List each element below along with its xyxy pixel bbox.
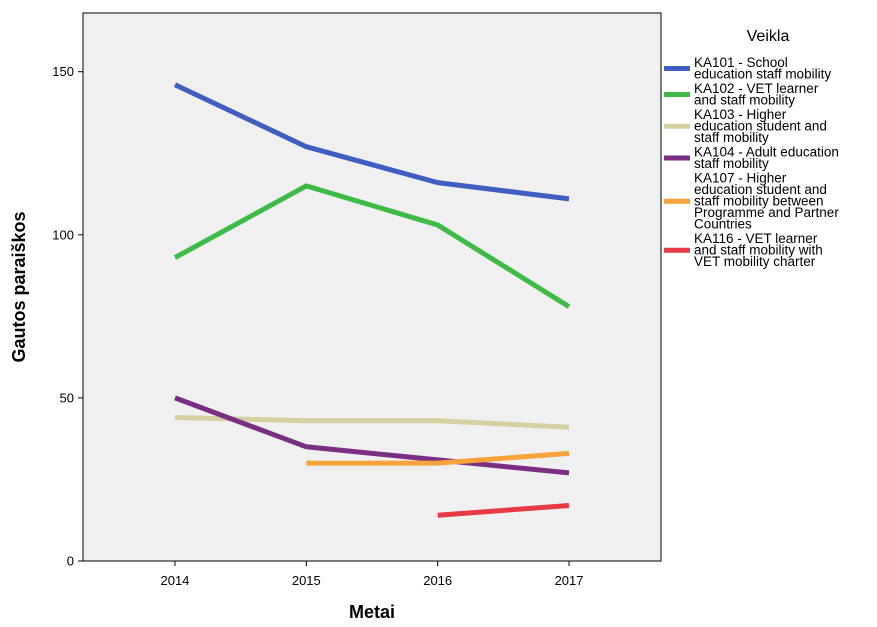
- y-axis-title: Gautos paraiškos: [9, 211, 29, 362]
- legend-label-4-line-2: staff mobility: [694, 156, 769, 171]
- y-tick-label: 150: [52, 64, 74, 79]
- legend-label-6-line-3: VET mobility charter: [694, 254, 816, 269]
- legend-label-5-line-1: KA107 - Higher: [694, 171, 787, 186]
- x-axis: 2014 2015 2016 2017: [160, 561, 584, 588]
- legend-label-5-line-4: Programme and Partner: [694, 205, 839, 220]
- legend-label-3-line-3: staff mobility: [694, 130, 769, 145]
- x-tick-label: 2015: [292, 573, 321, 588]
- legend-label-3-line-1: KA103 - Higher: [694, 107, 787, 122]
- legend-label-5-line-5: Countries: [694, 217, 752, 232]
- legend-label-5-line-3: staff mobility between: [694, 194, 824, 209]
- x-tick-label: 2017: [555, 573, 584, 588]
- y-axis: 0 50 100 150: [52, 64, 83, 569]
- series-lines: [173, 82, 571, 518]
- y-tick-label: 0: [67, 554, 74, 569]
- legend-label-1-line-1: KA101 - School: [694, 55, 788, 70]
- series-line-4: [174, 395, 570, 476]
- x-tick-label: 2014: [160, 573, 189, 588]
- x-tick-label: 2016: [423, 573, 452, 588]
- legend-label-6-line-1: KA116 - VET learner: [694, 231, 818, 246]
- legend-label-2-line-2: and staff mobility: [694, 93, 795, 108]
- series-line-5: [306, 450, 570, 466]
- legend-title: Veikla: [747, 28, 790, 45]
- legend-label-6-line-2: and staff mobility with: [694, 243, 823, 258]
- series-line-1: [173, 82, 570, 202]
- series-line-2: [173, 183, 571, 309]
- plot-area: [82, 12, 662, 562]
- y-tick-label: 100: [52, 227, 74, 242]
- legend-label-1-line-2: education staff mobility: [694, 67, 831, 82]
- y-tick-label: 50: [60, 390, 74, 405]
- legend-label-4-line-1: KA104 - Adult education: [694, 145, 839, 160]
- legend-label-5-line-2: education student and: [694, 182, 827, 197]
- x-axis-title: Metai: [349, 602, 395, 622]
- series-line-3: [174, 415, 570, 430]
- series-line-6: [437, 503, 570, 518]
- legend-label-3-line-2: education student and: [694, 119, 827, 134]
- legend-label-2-line-1: KA102 - VET learner: [694, 81, 819, 96]
